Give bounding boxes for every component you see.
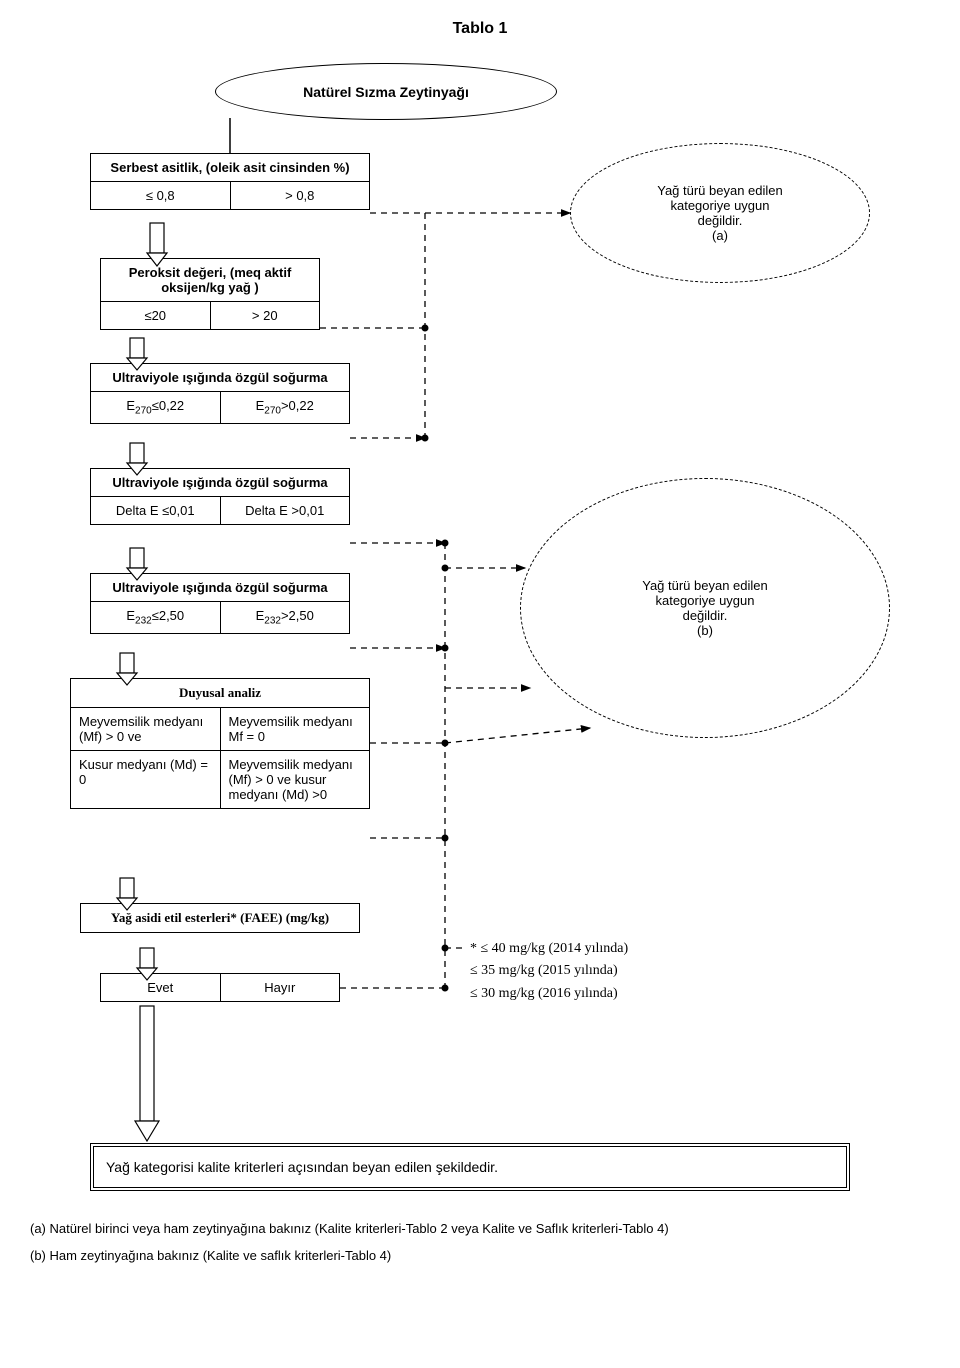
step-uv270: Ultraviyole ışığında özgül soğurma E270≤… [90, 363, 350, 424]
faee-notes: * ≤ 40 mg/kg (2014 yılında) ≤ 35 mg/kg (… [470, 938, 628, 1005]
step-faee-yn: Evet Hayır [100, 973, 340, 1002]
reject-b: Yağ türü beyan edilenkategoriye uygundeğ… [520, 478, 890, 738]
faee-header: Yağ asidi etil esterleri* (FAEE) (mg/kg) [81, 904, 359, 932]
step-uv232: Ultraviyole ışığında özgül soğurma E232≤… [90, 573, 350, 634]
acidity-right: > 0,8 [231, 182, 370, 209]
sensory-left-bottom: Kusur medyanı (Md) = 0 [71, 751, 221, 808]
step-sensory: Duyusal analiz Meyvemsilik medyanı (Mf) … [70, 678, 370, 809]
footnote-a: (a) Natürel birinci veya ham zeytinyağın… [30, 1221, 669, 1236]
footnote-b: (b) Ham zeytinyağına bakınız (Kalite ve … [30, 1248, 669, 1263]
step-peroxide: Peroksit değeri, (meq aktif oksijen/kg y… [100, 258, 320, 330]
sensory-header: Duyusal analiz [71, 679, 369, 708]
peroxide-left: ≤20 [101, 302, 211, 329]
final-text: Yağ kategorisi kalite kriterleri açısınd… [106, 1159, 498, 1175]
uv270-header: Ultraviyole ışığında özgül soğurma [91, 364, 349, 392]
uv232-left: E232≤2,50 [91, 602, 221, 633]
start-node: Natürel Sızma Zeytinyağı [215, 63, 557, 120]
uv270-left: E270≤0,22 [91, 392, 221, 423]
sensory-right-bottom: Meyvemsilik medyanı (Mf) > 0 ve kusur me… [221, 751, 370, 808]
step-deltae: Ultraviyole ışığında özgül soğurma Delta… [90, 468, 350, 525]
peroxide-header: Peroksit değeri, (meq aktif oksijen/kg y… [101, 259, 319, 302]
faee-left: Evet [101, 974, 221, 1001]
acidity-left: ≤ 0,8 [91, 182, 231, 209]
acidity-header: Serbest asitlik, (oleik asit cinsinden %… [91, 154, 369, 182]
deltae-right: Delta E >0,01 [221, 497, 350, 524]
footnotes: (a) Natürel birinci veya ham zeytinyağın… [30, 1213, 669, 1263]
peroxide-right: > 20 [211, 302, 320, 329]
faee-note-1: * ≤ 40 mg/kg (2014 yılında) [470, 938, 628, 960]
final-result: Yağ kategorisi kalite kriterleri açısınd… [90, 1143, 850, 1191]
table-title: Tablo 1 [30, 20, 930, 38]
faee-note-3: ≤ 30 mg/kg (2016 yılında) [470, 983, 628, 1005]
uv232-header: Ultraviyole ışığında özgül soğurma [91, 574, 349, 602]
step-acidity: Serbest asitlik, (oleik asit cinsinden %… [90, 153, 370, 210]
deltae-left: Delta E ≤0,01 [91, 497, 221, 524]
reject-b-text: Yağ türü beyan edilenkategoriye uygundeğ… [642, 578, 768, 638]
sensory-left-top: Meyvemsilik medyanı (Mf) > 0 ve [71, 708, 221, 750]
deltae-header: Ultraviyole ışığında özgül soğurma [91, 469, 349, 497]
faee-note-2: ≤ 35 mg/kg (2015 yılında) [470, 960, 628, 982]
reject-a: Yağ türü beyan edilenkategoriye uygundeğ… [570, 143, 870, 283]
uv232-right: E232>2,50 [221, 602, 350, 633]
flowchart: Natürel Sızma Zeytinyağı Serbest asitlik… [30, 48, 930, 1348]
step-faee: Yağ asidi etil esterleri* (FAEE) (mg/kg) [80, 903, 360, 933]
uv270-right: E270>0,22 [221, 392, 350, 423]
faee-right: Hayır [221, 974, 340, 1001]
sensory-right-top: Meyvemsilik medyanı Mf = 0 [221, 708, 370, 750]
reject-a-text: Yağ türü beyan edilenkategoriye uygundeğ… [657, 183, 783, 243]
